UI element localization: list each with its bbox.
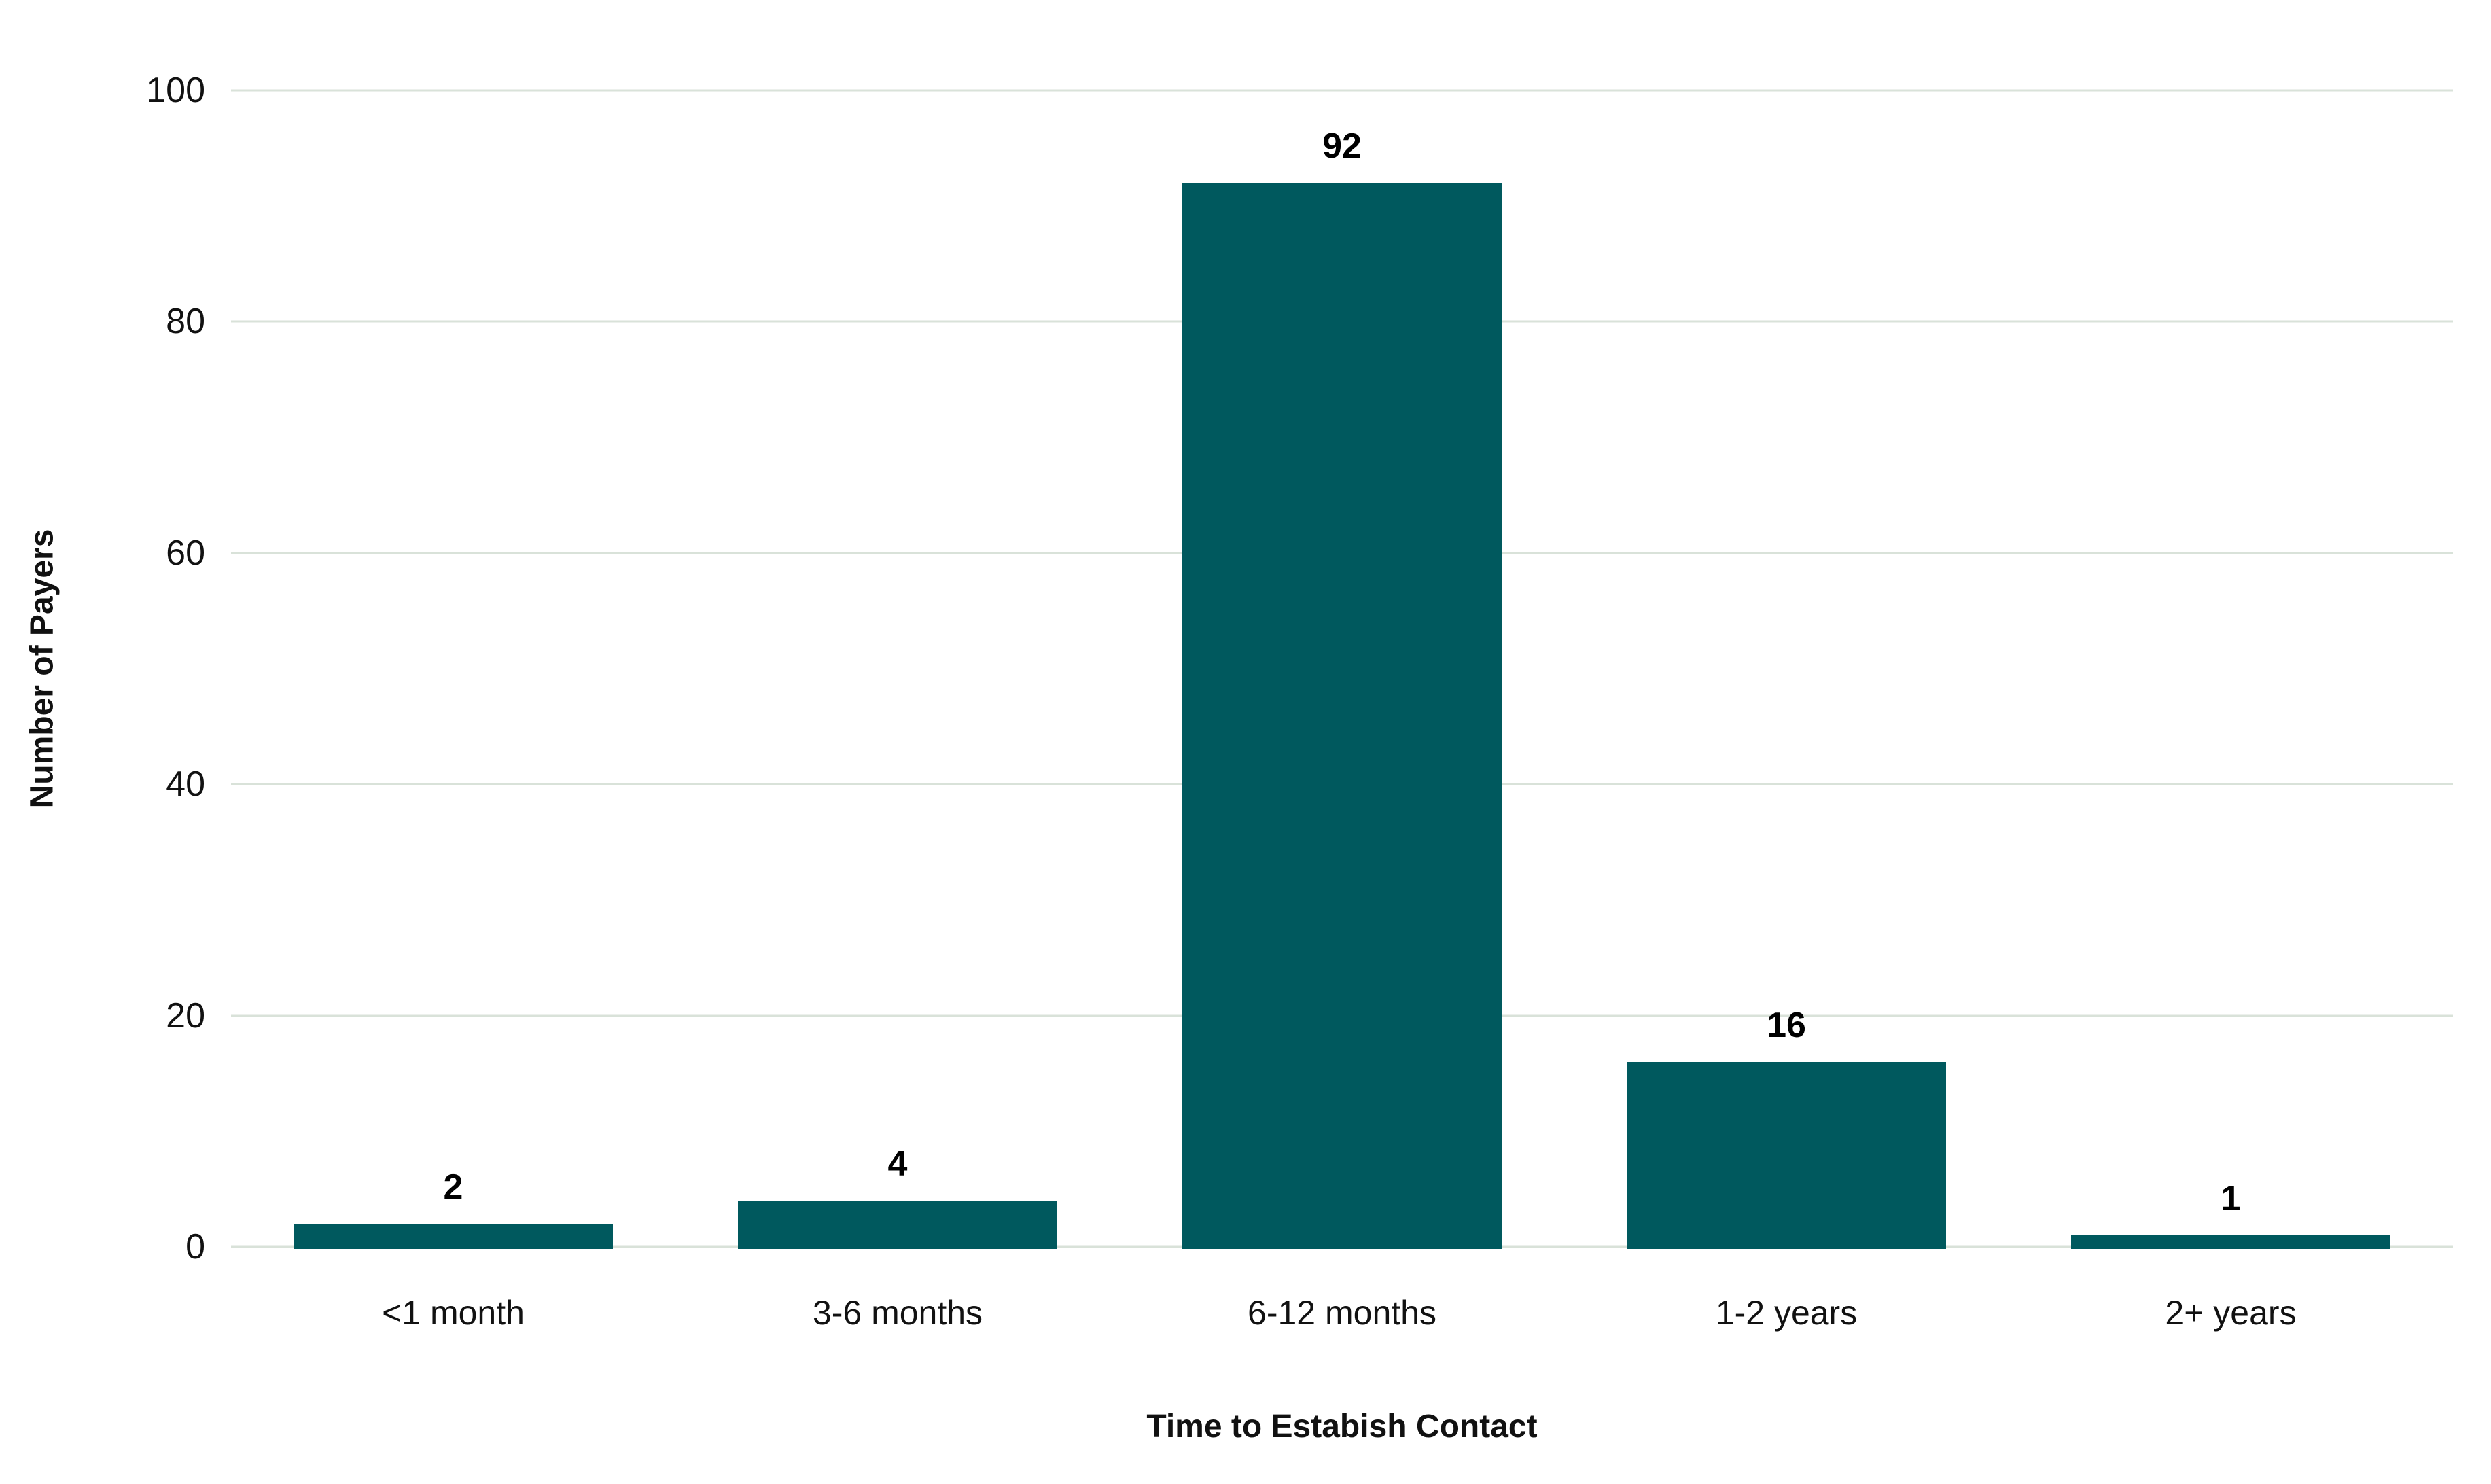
bar-slot: 2 xyxy=(231,90,675,1249)
bar-slot: 4 xyxy=(675,90,1120,1249)
x-axis-title: Time to Estabish Contact xyxy=(1146,1409,1538,1445)
bar xyxy=(293,1223,614,1249)
plot-area: 0 20 40 60 80 100 <1 month 2 3-6 months 4 6-12 mon… xyxy=(146,73,2453,1330)
gridline xyxy=(231,89,2453,92)
bar-slot: 1 xyxy=(2009,90,2453,1249)
bar-value-label: 2 xyxy=(443,1167,463,1207)
x-category-label: <1 month xyxy=(382,1294,525,1332)
x-category-label: 6-12 months xyxy=(1248,1294,1436,1332)
x-category-label: 1-2 years xyxy=(1715,1294,1858,1332)
bar-slot: 92 xyxy=(1120,90,1564,1249)
bar-value-label: 16 xyxy=(1767,1005,1806,1045)
bar-slot: 16 xyxy=(1564,90,2009,1249)
bar xyxy=(2070,1235,2391,1249)
bar-value-label: 4 xyxy=(887,1144,908,1184)
x-category-label: 2+ years xyxy=(2165,1294,2297,1332)
bar xyxy=(1182,183,1502,1249)
bar xyxy=(1626,1061,1947,1249)
x-category-label: 3-6 months xyxy=(812,1294,983,1332)
bar-value-label: 92 xyxy=(1322,126,1362,166)
y-axis-title: Number of Payers xyxy=(24,529,60,809)
bar-value-label: 1 xyxy=(2221,1178,2241,1218)
bar xyxy=(737,1200,1058,1249)
